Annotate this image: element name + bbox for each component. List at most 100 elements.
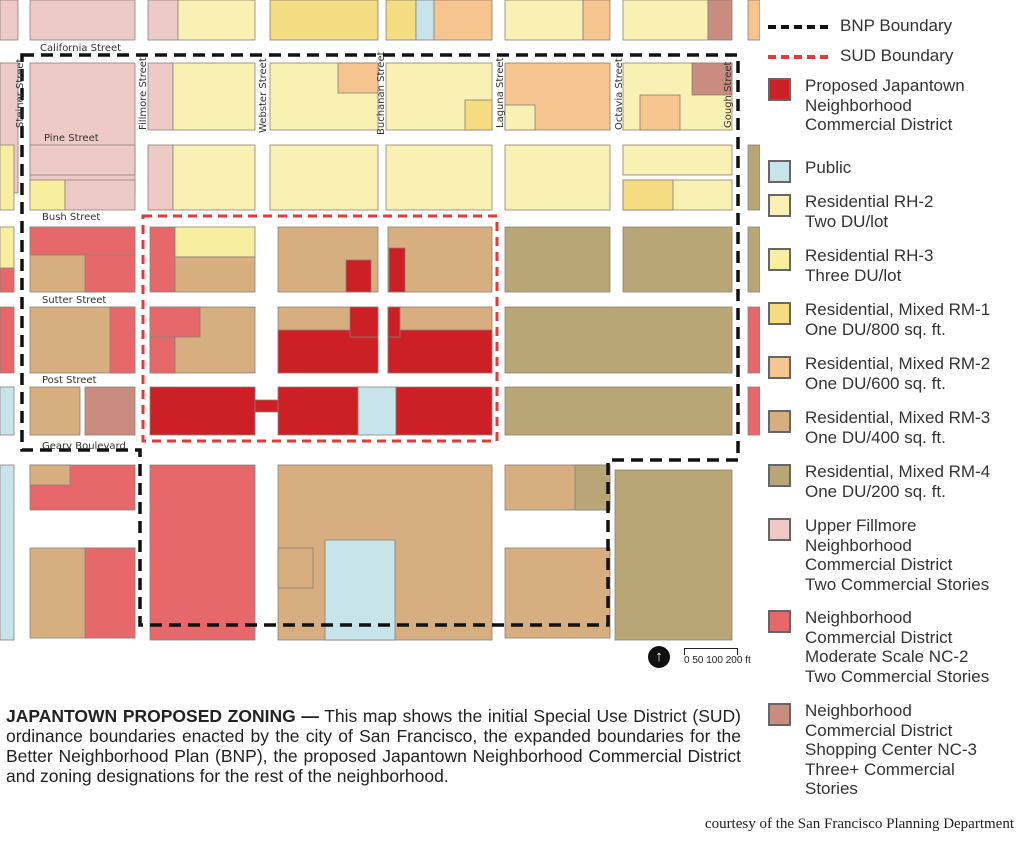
street-label-california: California Street: [40, 43, 121, 54]
parcel-rm3: [29, 386, 81, 436]
parcel-rm3: [174, 256, 256, 293]
street-labels: California Street Pine Street Bush Stree…: [15, 43, 734, 452]
parcel-nc2: [149, 226, 176, 293]
parcel-rh3: [29, 179, 66, 211]
parcel-nc2: [149, 464, 256, 641]
map-caption: JAPANTOWN PROPOSED ZONING — This map sho…: [6, 706, 741, 786]
parcel-public: [415, 0, 435, 41]
legend-swatch: [768, 194, 791, 217]
legend-swatch: [768, 518, 791, 541]
parcel-nc2: [84, 547, 136, 639]
street-label-pine: Pine Street: [44, 133, 99, 144]
parcel-jncd: [388, 247, 406, 293]
parcel-rm4: [504, 306, 733, 374]
legend-item-rh2: Residential RH-2 Two DU/lot: [768, 192, 934, 231]
legend-swatch: [768, 356, 791, 379]
street-label-webster: Webster Street: [258, 58, 269, 133]
street-label-gough: Gough Street: [723, 61, 734, 128]
street-label-sutter: Sutter Street: [42, 295, 106, 306]
parcel-ufncd: [147, 144, 174, 211]
parcel-jncd: [149, 386, 256, 436]
parcel-public: [357, 386, 397, 436]
parcel-rh3: [174, 226, 256, 258]
parcel-rm2: [337, 62, 379, 94]
parcel-rm2: [747, 0, 760, 41]
legend-label: Proposed Japantown Neighborhood Commerci…: [805, 76, 965, 134]
parcel-jncd: [395, 386, 493, 436]
street-label-octavia: Octavia Street: [614, 58, 625, 130]
parcel-rm2: [582, 0, 611, 41]
parcel-rm4: [574, 464, 611, 511]
legend-item-bnp-boundary: BNP Boundary: [768, 16, 952, 36]
legend-item-rh3: Residential RH-3 Three DU/lot: [768, 246, 934, 285]
parcel-ufncd: [64, 179, 136, 211]
sud-line-sample: [768, 55, 828, 59]
scale-label: 0 50 100 200: [684, 655, 743, 666]
parcel-rh2: [172, 62, 256, 131]
parcel-rm4: [747, 144, 760, 211]
bnp-boundary-line: [20, 53, 740, 627]
parcel-nc3: [84, 386, 136, 436]
parcel-nc2: [747, 386, 760, 436]
parcel-nc2: [0, 267, 15, 293]
legend-item-rm3: Residential, Mixed RM-3 One DU/400 sq. f…: [768, 408, 990, 447]
legend-label: Neighborhood Commercial District Moderat…: [805, 608, 990, 686]
parcel-rm3: [504, 547, 611, 639]
legend-swatch: [768, 160, 791, 183]
boundary-lines: [20, 53, 740, 627]
street-label-laguna: Laguna Street: [495, 58, 506, 128]
legend-item-public: Public: [768, 158, 851, 183]
street-label-bush: Bush Street: [42, 212, 100, 223]
parcel-jncd: [387, 306, 401, 338]
legend-label: BNP Boundary: [840, 16, 953, 35]
legend-swatch: [768, 78, 791, 101]
parcel-nc2: [149, 306, 201, 338]
parcel-rh2: [269, 144, 379, 211]
parcel-jncd: [254, 399, 279, 413]
sud-boundary-line: [141, 214, 499, 443]
street-label-fillmore: Fillmore Street: [138, 57, 149, 130]
parcel-rh2: [504, 104, 536, 131]
legend-swatch: [768, 302, 791, 325]
parcel-rm4: [504, 226, 611, 293]
parcel-rm1: [464, 99, 493, 131]
parcel-jncd: [277, 386, 359, 436]
legend-item-nc2: Neighborhood Commercial District Moderat…: [768, 608, 989, 686]
parcel-rm4: [504, 386, 733, 436]
parcel-rm2: [639, 94, 681, 131]
parcel-nc2: [29, 226, 136, 256]
legend-label: Residential, Mixed RM-3 One DU/400 sq. f…: [805, 408, 991, 447]
street-label-post: Post Street: [42, 375, 97, 386]
parcel-ufncd: [0, 0, 19, 41]
parcel-rh2: [622, 0, 709, 41]
street-label-geary: Geary Boulevard: [42, 441, 126, 452]
parcel-ufncd: [29, 144, 136, 176]
legend-swatch: [768, 410, 791, 433]
legend-item-ufncd: Upper Fillmore Neighborhood Commercial D…: [768, 516, 989, 594]
parcel-rm3: [29, 464, 71, 486]
scale-bar: 0 50 100 200 ft: [684, 648, 751, 666]
legend-swatch: [768, 248, 791, 271]
street-label-buchanan: Buchanan Street: [376, 51, 387, 135]
parcel-nc2: [109, 306, 136, 374]
parcel-rm4: [747, 226, 760, 293]
parcel-nc2: [0, 306, 15, 374]
street-label-steiner: Steiner Street: [15, 59, 26, 128]
caption-body: This map shows the initial Special Use D…: [6, 706, 741, 786]
parcel-nc2: [747, 306, 760, 374]
legend-item-rm1: Residential, Mixed RM-1 One DU/800 sq. f…: [768, 300, 990, 339]
legend-label: Neighborhood Commercial District Shoppin…: [805, 701, 977, 798]
parcel-public: [0, 386, 15, 436]
parcel-rh2: [172, 144, 256, 211]
caption-title: JAPANTOWN PROPOSED ZONING —: [6, 706, 319, 726]
legend-label: Residential, Mixed RM-1 One DU/800 sq. f…: [805, 300, 991, 339]
parcel-rh2: [622, 144, 733, 176]
legend-label: Public: [805, 158, 852, 177]
parcel-public: [0, 464, 15, 641]
legend-item-rm4: Residential, Mixed RM-4 One DU/200 sq. f…: [768, 462, 990, 501]
parcel-rh2: [177, 0, 256, 41]
zoning-map: California Street Pine Street Bush Stree…: [0, 0, 760, 641]
credit-line: courtesy of the San Francisco Planning D…: [704, 816, 1014, 832]
parcel-jncd: [349, 306, 379, 338]
parcel-rm2: [433, 0, 493, 41]
